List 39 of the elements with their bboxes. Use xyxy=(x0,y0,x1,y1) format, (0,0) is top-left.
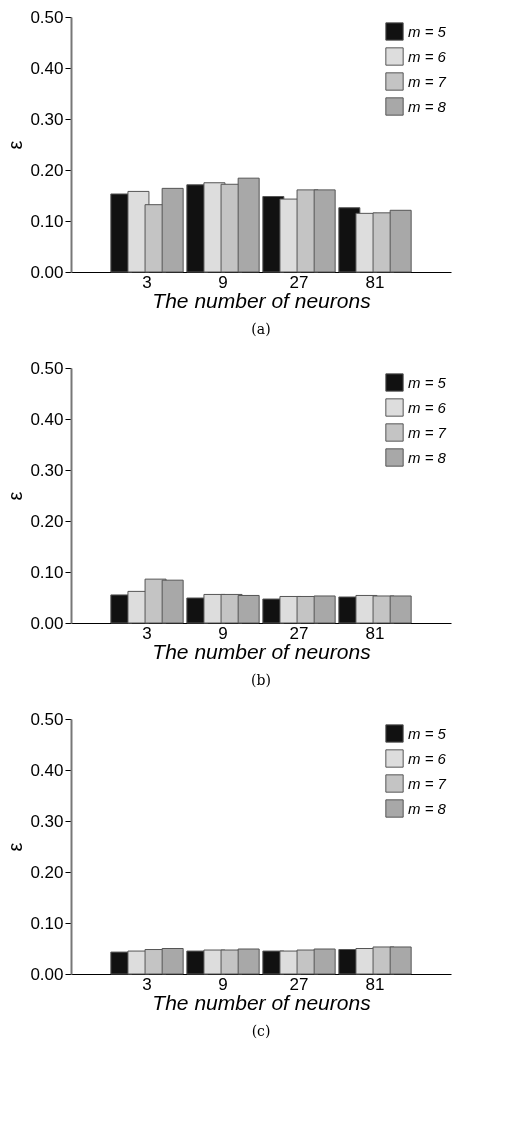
legend-label: m = 7 xyxy=(408,774,447,792)
legend-label: m = 8 xyxy=(408,97,447,115)
y-tick-label: 0.10 xyxy=(30,562,64,582)
y-tick-label: 0.40 xyxy=(30,409,64,429)
legend-label: m = 6 xyxy=(408,398,447,416)
y-tick-label: 0.40 xyxy=(30,760,64,780)
legend-label: m = 6 xyxy=(408,47,447,65)
legend-label: m = 6 xyxy=(408,749,447,767)
y-tick-label: 0.10 xyxy=(30,913,64,933)
text: (c) xyxy=(251,1023,271,1039)
y-tick-label: 0.00 xyxy=(30,262,64,282)
y-tick-label: 0.40 xyxy=(30,58,64,78)
legend-label: m = 8 xyxy=(408,799,447,817)
x-tick-label: 3 xyxy=(142,974,152,994)
text: (a) xyxy=(251,321,271,337)
y-tick-label: 0.20 xyxy=(30,511,64,531)
y-tick-label: 0.50 xyxy=(30,7,64,27)
y-tick-label: 0.50 xyxy=(30,358,64,378)
y-tick-label: 0.30 xyxy=(30,460,64,480)
legend-label: m = 5 xyxy=(408,373,447,391)
y-tick-label: 0.50 xyxy=(30,709,64,729)
y-tick-label: 0.00 xyxy=(30,613,64,633)
text: (b) xyxy=(251,672,271,688)
legend-label: m = 5 xyxy=(408,22,447,40)
legend-label: m = 5 xyxy=(408,724,447,742)
y-tick-label: 0.20 xyxy=(30,862,64,882)
y-axis-title: ε xyxy=(4,140,27,150)
y-axis-title: ε xyxy=(4,842,27,852)
y-tick-label: 0.10 xyxy=(30,211,64,231)
y-tick-label: 0.00 xyxy=(30,964,64,984)
x-tick-label: 3 xyxy=(142,623,152,643)
y-tick-label: 0.20 xyxy=(30,160,64,180)
legend-label: m = 7 xyxy=(408,423,447,441)
y-tick-label: 0.30 xyxy=(30,811,64,831)
y-tick-label: 0.30 xyxy=(30,109,64,129)
x-tick-label: 3 xyxy=(142,272,152,292)
legend-label: m = 8 xyxy=(408,448,447,466)
legend-label: m = 7 xyxy=(408,72,447,90)
y-axis-title: ε xyxy=(4,491,27,501)
